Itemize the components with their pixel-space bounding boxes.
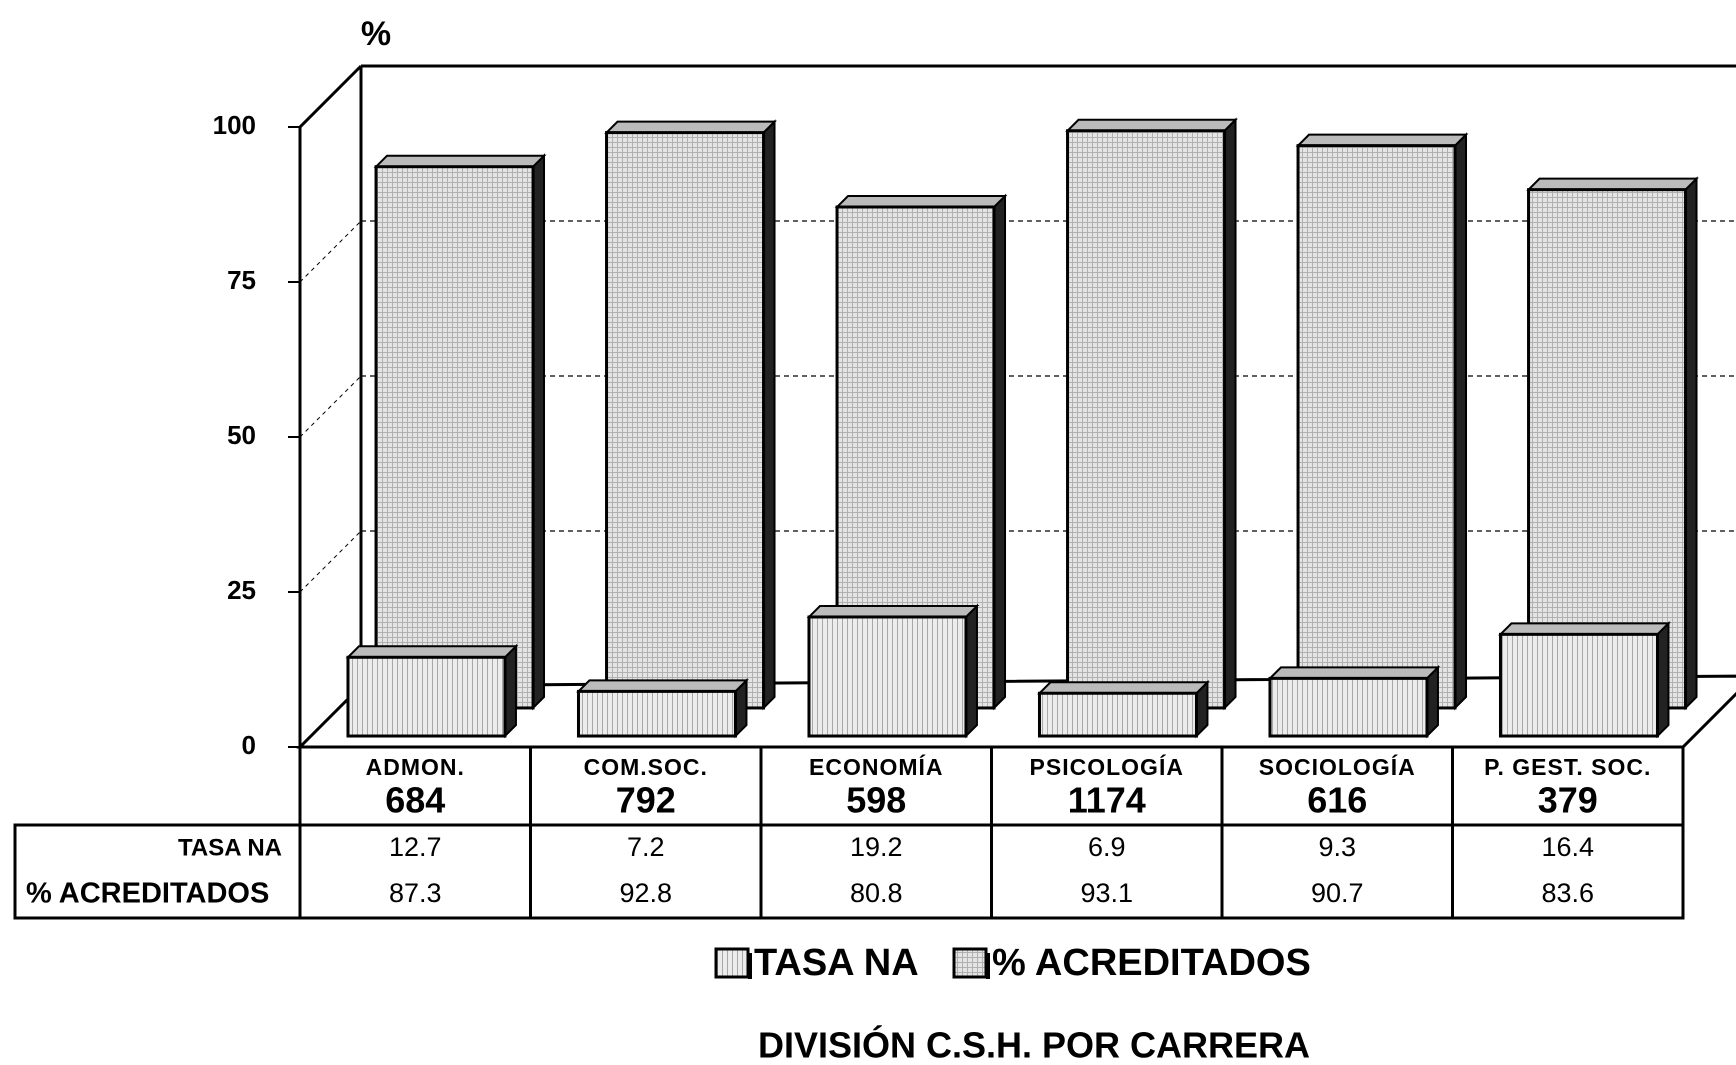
category-count: 1174 bbox=[1068, 780, 1146, 821]
bar-top bbox=[1526, 177, 1699, 191]
bar-top bbox=[1295, 133, 1469, 147]
category-label: COM.SOC. bbox=[584, 754, 708, 780]
table-value: 83.6 bbox=[1541, 878, 1594, 908]
legend-label: TASA NA bbox=[754, 942, 919, 984]
bar bbox=[346, 655, 507, 738]
category-label: PSICOLOGÍA bbox=[1030, 753, 1184, 780]
legend-swatch-shadow bbox=[748, 953, 752, 979]
bar bbox=[1498, 632, 1659, 738]
bar bbox=[1037, 691, 1198, 738]
table-body-frame bbox=[13, 823, 1685, 920]
bar-side bbox=[964, 603, 978, 739]
table-row-label: TASA NA bbox=[178, 834, 282, 861]
bar bbox=[1296, 144, 1457, 710]
table-value: 16.4 bbox=[1541, 832, 1594, 862]
bar-top bbox=[1498, 622, 1671, 636]
bar bbox=[1527, 188, 1688, 710]
table-row-label: % ACREDITADOS bbox=[26, 878, 269, 910]
bar bbox=[1268, 676, 1429, 738]
bar-side bbox=[1223, 117, 1237, 711]
bar-top bbox=[1065, 118, 1238, 132]
bar bbox=[1066, 129, 1227, 710]
chart-title: DIVISIÓN C.S.H. POR CARRERA bbox=[758, 1024, 1310, 1065]
y-tick-label: 50 bbox=[227, 420, 256, 450]
bar bbox=[605, 131, 766, 710]
category-label: ADMON. bbox=[366, 754, 465, 780]
table-value: 87.3 bbox=[389, 878, 442, 908]
bar-top bbox=[345, 645, 519, 659]
bar-side bbox=[762, 119, 776, 711]
bar-top bbox=[576, 679, 749, 693]
legend-swatch bbox=[952, 947, 988, 979]
category-count: 616 bbox=[1307, 780, 1367, 821]
table-value: 7.2 bbox=[627, 832, 665, 862]
bar-top bbox=[1267, 666, 1441, 680]
category-count: 684 bbox=[385, 780, 445, 821]
y-tick-label: 100 bbox=[213, 110, 256, 140]
bar bbox=[374, 165, 535, 710]
category-label: P. GEST. SOC. bbox=[1484, 754, 1651, 780]
y-axis-label: % bbox=[361, 15, 391, 53]
side-grid-line bbox=[299, 220, 362, 283]
table-value: 9.3 bbox=[1318, 832, 1356, 862]
table-value: 19.2 bbox=[850, 832, 903, 862]
bar-side bbox=[532, 153, 546, 711]
category-count: 379 bbox=[1538, 780, 1598, 821]
bar-side bbox=[1454, 132, 1468, 711]
table-value: 90.7 bbox=[1311, 878, 1364, 908]
bar-side bbox=[1684, 176, 1698, 711]
side-top bbox=[298, 64, 363, 129]
category-count: 598 bbox=[846, 780, 906, 821]
bar-side bbox=[1656, 620, 1670, 739]
y-tick-label: 0 bbox=[242, 730, 256, 760]
category-count: 792 bbox=[616, 780, 676, 821]
legend-label: % ACREDITADOS bbox=[992, 942, 1311, 984]
side-grid-line bbox=[299, 530, 362, 593]
bar-top bbox=[806, 605, 980, 618]
table-value: 12.7 bbox=[389, 832, 442, 862]
bar-top bbox=[604, 120, 777, 134]
bar bbox=[576, 689, 737, 738]
legend-swatch bbox=[714, 947, 750, 979]
category-label: ECONOMÍA bbox=[809, 753, 944, 780]
bar-side bbox=[993, 193, 1007, 711]
bar-top bbox=[1037, 681, 1210, 695]
side-grid-line bbox=[299, 375, 362, 438]
bar-side bbox=[503, 643, 517, 739]
bar-top bbox=[373, 154, 547, 168]
category-label: SOCIOLOGÍA bbox=[1259, 753, 1416, 780]
y-tick-label: 25 bbox=[227, 575, 256, 605]
table-value: 6.9 bbox=[1088, 832, 1126, 862]
legend-swatch-shadow bbox=[986, 953, 990, 979]
y-tick-label: 75 bbox=[227, 265, 256, 295]
bar bbox=[807, 615, 968, 738]
table-value: 92.8 bbox=[619, 878, 672, 908]
bar-top bbox=[834, 195, 1008, 208]
table-value: 93.1 bbox=[1080, 878, 1133, 908]
table-value: 80.8 bbox=[850, 878, 903, 908]
